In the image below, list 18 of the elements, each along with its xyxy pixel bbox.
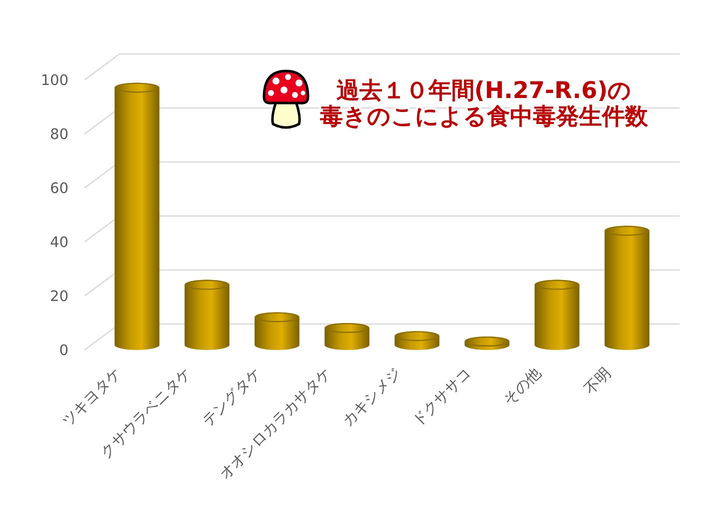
x-tick-label: テングタケ — [198, 364, 264, 430]
bar — [534, 280, 580, 350]
bar — [604, 226, 650, 350]
y-tick-label: 60 — [50, 181, 68, 198]
x-tick-label: カキシメジ — [338, 364, 404, 430]
x-tick-label: ドクササコ — [408, 364, 474, 430]
bar — [184, 280, 230, 350]
chart-title: 過去１０年間(H.27-R.6)の毒きのこによる食中毒発生件数 — [319, 78, 649, 130]
x-tick-label: その他 — [500, 364, 544, 409]
y-tick-label: 40 — [50, 235, 68, 252]
bar — [114, 82, 160, 350]
x-tick-label: 不明 — [580, 364, 614, 398]
y-tick-label: 20 — [50, 289, 68, 306]
y-tick-label: 80 — [50, 127, 68, 144]
y-tick-label: 100 — [40, 73, 68, 90]
x-tick-label: ツキヨタケ — [58, 364, 124, 430]
bar — [254, 312, 300, 350]
y-tick-label: 0 — [59, 343, 68, 360]
